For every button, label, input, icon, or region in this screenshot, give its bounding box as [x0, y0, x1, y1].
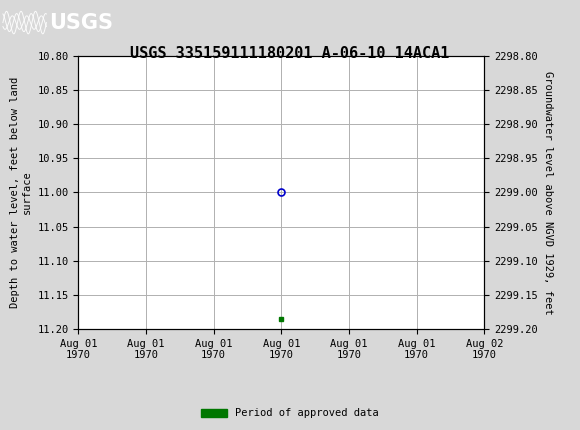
Text: USGS 335159111180201 A-06-10 14ACA1: USGS 335159111180201 A-06-10 14ACA1 [130, 46, 450, 61]
Y-axis label: Depth to water level, feet below land
surface: Depth to water level, feet below land su… [10, 77, 32, 308]
Text: USGS: USGS [49, 12, 113, 33]
Y-axis label: Groundwater level above NGVD 1929, feet: Groundwater level above NGVD 1929, feet [543, 71, 553, 314]
Legend: Period of approved data: Period of approved data [197, 404, 383, 423]
